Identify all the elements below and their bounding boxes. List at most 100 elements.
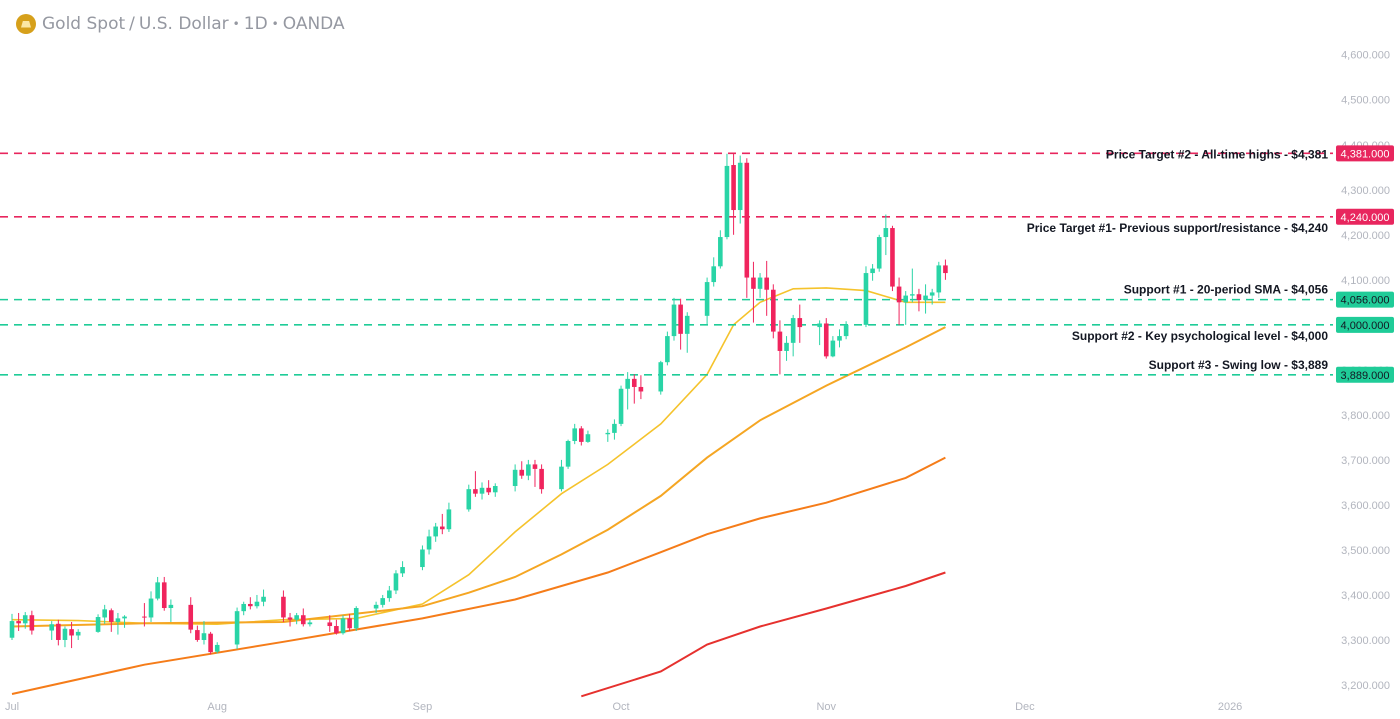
candle-body-up[interactable] <box>585 434 591 442</box>
candle-body-up[interactable] <box>883 228 889 238</box>
candle-body-up[interactable] <box>466 489 472 510</box>
candle-body-down[interactable] <box>195 630 200 640</box>
candle-body-down[interactable] <box>208 633 213 653</box>
candle-body-down[interactable] <box>188 604 194 630</box>
candle-body-up[interactable] <box>870 268 875 274</box>
candle-body-up[interactable] <box>526 464 531 476</box>
candle-body-up[interactable] <box>373 604 379 609</box>
candle-body-up[interactable] <box>737 162 743 211</box>
candle-body-down[interactable] <box>744 162 750 278</box>
candle-body-up[interactable] <box>790 318 796 343</box>
candle-body-up[interactable] <box>234 611 240 645</box>
candle-body-up[interactable] <box>903 295 908 303</box>
candle-body-up[interactable] <box>936 265 942 293</box>
candle-body-up[interactable] <box>241 603 246 612</box>
candle-body-up[interactable] <box>261 596 266 602</box>
candle-body-up[interactable] <box>757 277 763 289</box>
candle-body-up[interactable] <box>718 237 723 267</box>
candle-body-down[interactable] <box>29 615 35 631</box>
candle-body-down[interactable] <box>473 489 478 494</box>
candle-body-up[interactable] <box>605 432 611 435</box>
candle-body-up[interactable] <box>380 598 386 605</box>
candle-body-down[interactable] <box>16 621 21 624</box>
candle-body-up[interactable] <box>492 486 498 493</box>
candle-body-up[interactable] <box>572 428 577 441</box>
candle-body-down[interactable] <box>440 526 445 530</box>
candle-body-down[interactable] <box>300 615 306 625</box>
candle-body-down[interactable] <box>731 165 736 211</box>
candle-body-up[interactable] <box>122 616 127 619</box>
candle-body-up[interactable] <box>929 292 935 296</box>
candle-body-up[interactable] <box>559 466 564 490</box>
candle-body-up[interactable] <box>704 282 710 316</box>
candle-body-up[interactable] <box>307 622 313 625</box>
candle-body-up[interactable] <box>876 237 882 269</box>
candle-body-up[interactable] <box>612 423 617 433</box>
symbol-name[interactable]: Gold Spot <box>42 14 126 34</box>
candle-body-up[interactable] <box>625 378 630 389</box>
candle-body-up[interactable] <box>62 628 68 640</box>
candle-body-up[interactable] <box>863 273 869 325</box>
candle-body-up[interactable] <box>49 624 55 631</box>
candle-body-down[interactable] <box>281 596 286 618</box>
candle-body-up[interactable] <box>671 304 677 337</box>
candle-body-down[interactable] <box>579 428 584 442</box>
candle-body-up[interactable] <box>155 582 160 599</box>
candle-body-up[interactable] <box>201 633 207 640</box>
candle-body-down[interactable] <box>248 603 253 607</box>
candle-body-up[interactable] <box>684 315 690 334</box>
candle-body-up[interactable] <box>115 618 121 622</box>
candle-body-down[interactable] <box>486 487 491 493</box>
candle-body-down[interactable] <box>532 464 538 469</box>
candle-body-down[interactable] <box>638 386 644 392</box>
candle-body-down[interactable] <box>334 626 339 634</box>
candle-body-up[interactable] <box>843 324 849 337</box>
candle-body-down[interactable] <box>539 468 544 490</box>
candle-body-up[interactable] <box>95 617 101 632</box>
candle-body-down[interactable] <box>890 228 895 287</box>
candle-body-up[interactable] <box>393 573 399 591</box>
candle-body-down[interactable] <box>631 378 637 387</box>
candle-body-up[interactable] <box>387 590 392 599</box>
candle-body-up[interactable] <box>420 549 425 568</box>
candle-body-down[interactable] <box>823 323 829 357</box>
candle-body-up[interactable] <box>837 336 842 341</box>
candle-body-down[interactable] <box>142 616 147 618</box>
candle-body-down[interactable] <box>943 265 948 274</box>
candle-body-up[interactable] <box>148 598 154 618</box>
candle-body-down[interactable] <box>56 623 61 640</box>
candle-body-down[interactable] <box>797 318 803 328</box>
candle-body-down[interactable] <box>519 469 525 476</box>
candle-body-down[interactable] <box>347 618 352 629</box>
candle-body-up[interactable] <box>565 440 571 467</box>
candle-body-up[interactable] <box>254 601 260 607</box>
candle-body-up[interactable] <box>353 608 359 629</box>
candle-body-down[interactable] <box>896 286 902 303</box>
candle-body-up[interactable] <box>618 388 624 424</box>
candle-body-up[interactable] <box>426 536 432 550</box>
candle-body-down[interactable] <box>69 629 74 636</box>
candle-body-down[interactable] <box>777 331 783 351</box>
candle-body-up[interactable] <box>75 631 81 636</box>
candle-body-down[interactable] <box>327 622 333 627</box>
candle-body-down[interactable] <box>916 294 922 301</box>
candle-body-up[interactable] <box>400 567 405 574</box>
candle-body-up[interactable] <box>830 340 836 357</box>
candle-body-up[interactable] <box>214 644 220 652</box>
candle-body-up[interactable] <box>22 615 28 624</box>
broker-label[interactable]: OANDA <box>282 14 345 34</box>
candle-body-up[interactable] <box>340 618 346 634</box>
candle-body-down[interactable] <box>771 289 776 332</box>
timeframe-label[interactable]: 1D <box>243 14 268 34</box>
candle-body-down[interactable] <box>751 277 756 289</box>
candle-body-up[interactable] <box>711 266 717 283</box>
candle-body-up[interactable] <box>923 295 928 301</box>
candle-body-up[interactable] <box>9 621 15 638</box>
candle-body-up[interactable] <box>784 342 789 351</box>
candle-body-up[interactable] <box>168 604 174 609</box>
candle-body-up[interactable] <box>817 323 822 328</box>
candle-body-up[interactable] <box>294 615 299 620</box>
candle-body-up[interactable] <box>658 362 664 392</box>
candle-body-up[interactable] <box>724 165 730 238</box>
